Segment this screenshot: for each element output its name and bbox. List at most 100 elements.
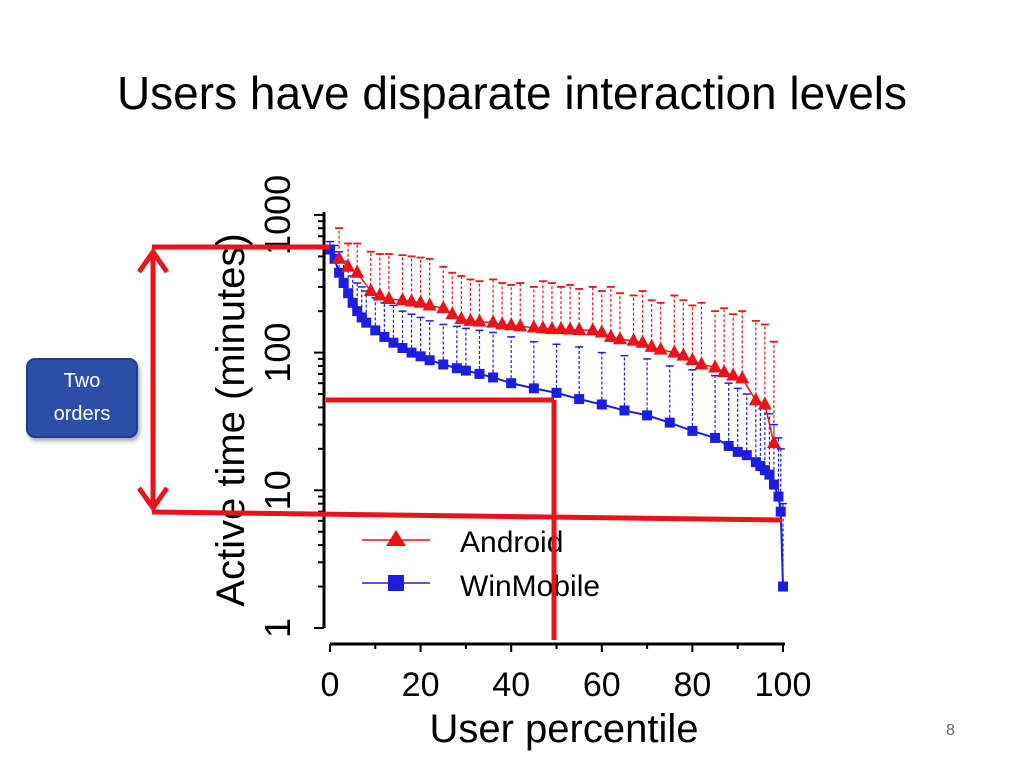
winmobile-point	[664, 417, 675, 428]
android-point	[372, 287, 387, 301]
winmobile-point	[388, 337, 399, 348]
y-tick-label: 100	[257, 323, 298, 383]
x-axis-ticks: 0 20 40 60 80 100	[321, 644, 812, 704]
winmobile-point	[338, 278, 349, 289]
winmobile-point	[528, 383, 539, 394]
android-point	[748, 392, 763, 406]
winmobile-point	[574, 394, 585, 405]
android-point	[332, 250, 347, 264]
winmobile-point	[438, 359, 449, 370]
android-point	[603, 328, 618, 342]
android-point	[626, 332, 641, 346]
winmobile-point	[329, 253, 340, 264]
android-point	[350, 264, 365, 278]
legend-winmobile-marker	[388, 575, 404, 591]
android-point	[413, 294, 428, 308]
winmobile-series	[325, 244, 788, 592]
android-point	[404, 293, 419, 307]
winmobile-point	[334, 267, 345, 278]
winmobile-point	[710, 432, 721, 443]
y-axis-label: Active time (minutes)	[209, 233, 253, 606]
android-point	[653, 341, 668, 355]
callout-line-2: orders	[53, 403, 111, 425]
x-tick-label: 60	[583, 666, 621, 704]
winmobile-point	[370, 325, 381, 336]
android-point	[644, 338, 659, 352]
winmobile-point	[506, 378, 517, 389]
callout-line-1: Two	[63, 370, 101, 392]
winmobile-point	[424, 355, 435, 366]
android-point	[544, 321, 559, 335]
android-point	[585, 322, 600, 336]
winmobile-point	[347, 297, 358, 308]
android-point	[504, 317, 519, 331]
range-arrow-head-down	[136, 486, 170, 513]
winmobile-point	[764, 469, 775, 480]
legend-android-marker	[386, 530, 406, 546]
android-point	[422, 297, 437, 311]
winmobile-point	[768, 479, 779, 490]
android-point	[513, 318, 528, 332]
legend: Android WinMobile	[362, 526, 600, 603]
legend-android-label: Android	[460, 526, 563, 559]
android-point	[526, 319, 541, 333]
winmobile-point	[687, 425, 698, 436]
winmobile-point	[397, 342, 408, 353]
winmobile-point	[474, 368, 485, 379]
winmobile-error-bars	[326, 240, 787, 587]
page-number: 8	[946, 722, 955, 739]
x-tick-label: 40	[492, 666, 530, 704]
winmobile-point	[775, 506, 786, 517]
x-tick-label: 100	[755, 666, 812, 704]
android-point	[341, 258, 356, 272]
winmobile-point	[778, 581, 788, 592]
winmobile-point	[460, 365, 471, 376]
android-point	[554, 321, 569, 335]
android-point	[717, 364, 732, 378]
android-point	[445, 306, 460, 320]
winmobile-point	[406, 347, 417, 358]
winmobile-point	[619, 405, 630, 416]
x-tick-label: 0	[321, 666, 340, 704]
winmobile-point	[379, 331, 390, 342]
android-point	[486, 314, 501, 328]
y-tick-label: 10	[257, 470, 298, 510]
winmobile-point	[352, 306, 363, 317]
winmobile-point	[356, 312, 367, 323]
android-point	[685, 352, 700, 366]
android-point	[495, 316, 510, 330]
y-tick-label: 1	[257, 618, 298, 638]
y-tick-label: 1000	[257, 175, 298, 255]
android-point	[676, 347, 691, 361]
android-point	[667, 344, 682, 358]
winmobile-point	[773, 491, 784, 502]
android-point	[594, 324, 609, 338]
android-point	[436, 300, 451, 314]
android-series	[332, 250, 781, 449]
winmobile-point	[642, 410, 653, 421]
android-point	[708, 359, 723, 373]
android-point	[463, 312, 478, 326]
annotation-overlay	[136, 244, 783, 640]
winmobile-point	[361, 317, 372, 328]
android-point	[735, 370, 750, 384]
winmobile-point	[596, 399, 607, 410]
legend-winmobile-label: WinMobile	[460, 570, 600, 603]
winmobile-point	[488, 372, 499, 383]
android-point	[454, 311, 469, 325]
winmobile-point	[551, 387, 562, 398]
x-axis-label: User percentile	[429, 707, 698, 751]
android-point	[363, 283, 378, 297]
android-point	[381, 291, 396, 305]
android-point	[766, 435, 781, 449]
android-point	[612, 331, 627, 345]
range-bottom-line	[151, 509, 783, 523]
android-error-bars	[335, 227, 778, 444]
android-point	[726, 367, 741, 381]
winmobile-point	[723, 440, 734, 451]
y-axis-ticks: 1 10 100 1000	[257, 175, 324, 638]
range-arrow-head-up	[136, 247, 170, 274]
winmobile-point	[741, 450, 752, 461]
android-point	[563, 321, 578, 335]
